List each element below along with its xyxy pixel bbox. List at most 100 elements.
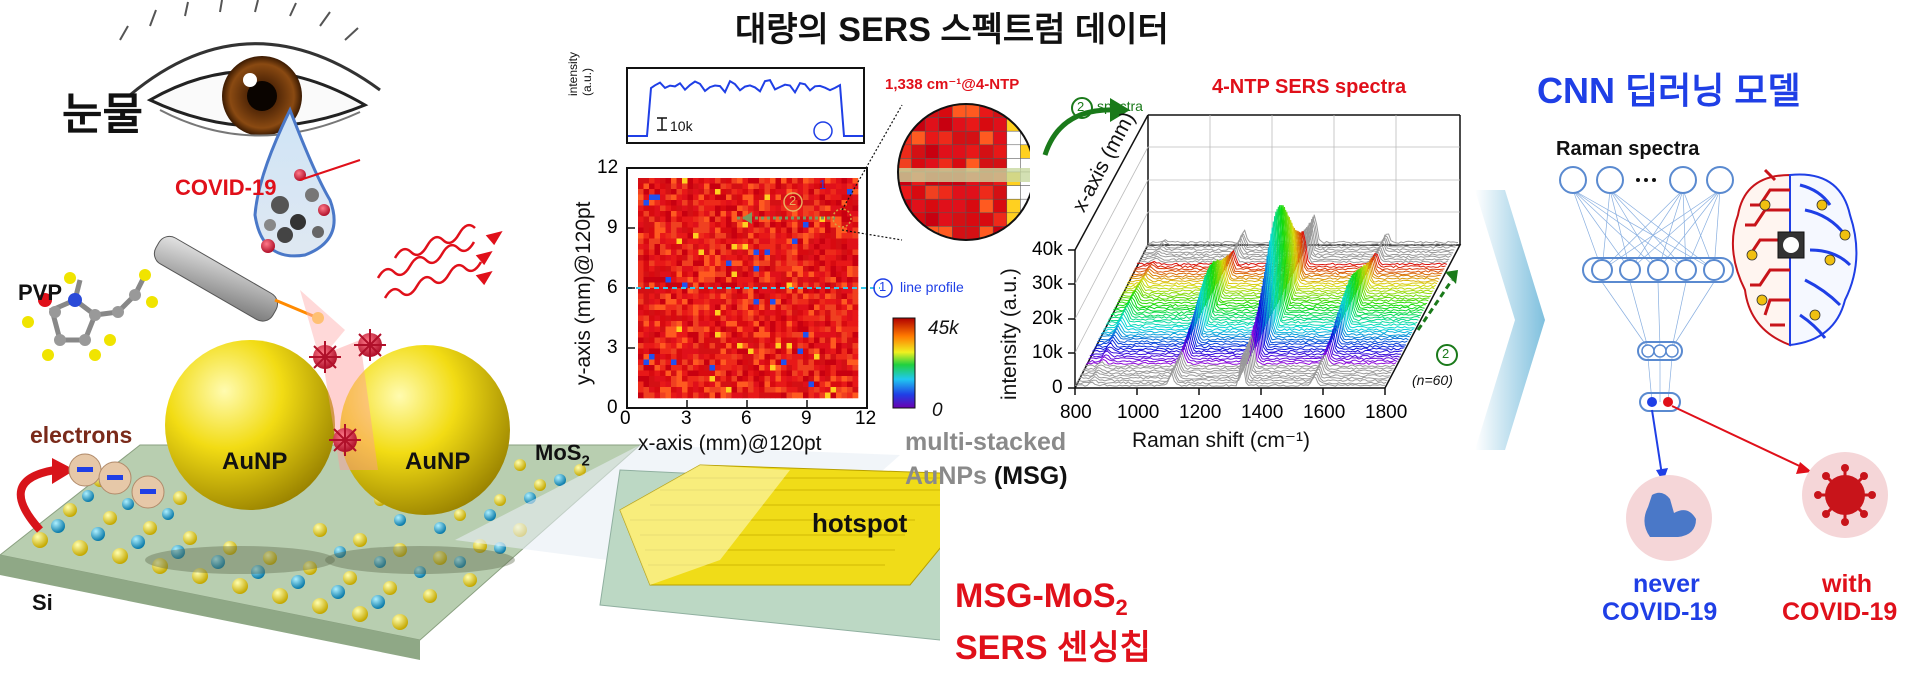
heatmap-cell — [759, 266, 765, 272]
heatmap-cell — [731, 277, 738, 283]
heatmap-cell — [792, 233, 798, 239]
heatmap-cell — [649, 310, 655, 316]
heatmap-cell — [748, 227, 754, 234]
heatmap-cell — [764, 233, 771, 239]
heatmap-cell — [715, 337, 721, 344]
heatmap-xtick: 9 — [801, 408, 812, 429]
heatmap-cell — [753, 200, 760, 206]
heatmap-cell — [781, 376, 787, 382]
heatmap-cell — [693, 354, 699, 360]
heatmap-cell — [709, 310, 716, 316]
heatmap-cell — [770, 189, 776, 195]
heatmap-cell — [753, 288, 760, 294]
heatmap-cell — [781, 205, 787, 212]
heatmap-cell — [759, 238, 765, 245]
heatmap-cell — [709, 370, 716, 377]
heatmap-cell — [808, 332, 815, 338]
heatmap-cell — [704, 194, 710, 201]
heatmap-cell — [797, 359, 804, 366]
heatmap-cell — [737, 304, 743, 311]
heatmap-cell — [709, 238, 716, 245]
heatmap-cell — [737, 244, 743, 250]
heatmap-cell — [704, 178, 710, 184]
heatmap-cell — [649, 387, 655, 393]
heatmap-cell — [682, 244, 688, 250]
heatmap-cell — [693, 288, 699, 294]
heatmap-cell — [841, 326, 848, 333]
heatmap-cell — [704, 321, 710, 327]
heatmap-cell — [825, 392, 831, 399]
heatmap-cell — [808, 244, 815, 250]
heatmap-cell — [786, 326, 793, 333]
heatmap-cell — [731, 189, 738, 195]
heatmap-cell — [825, 326, 831, 333]
heatmap-cell — [654, 233, 661, 239]
heatmap-cell — [759, 370, 765, 377]
heatmap-cell — [814, 354, 820, 360]
heatmap-cell — [803, 376, 809, 382]
heatmap-cell — [693, 392, 699, 399]
zoom-cell — [924, 130, 940, 146]
heatmap-cell — [720, 200, 727, 206]
heatmap-cell — [748, 310, 754, 316]
msg-chip — [455, 445, 940, 641]
heatmap-cell — [781, 304, 787, 311]
heatmap-cell — [726, 343, 732, 349]
heatmap-cell — [671, 211, 677, 217]
heatmap-cell — [803, 332, 809, 338]
heatmap-cell — [808, 282, 815, 289]
heatmap-cell — [665, 260, 672, 267]
heatmap-cell — [819, 381, 826, 388]
heatmap-cell — [797, 266, 804, 272]
heatmap-cell — [720, 255, 727, 261]
heatmap-cell — [649, 238, 655, 245]
heatmap-cell — [654, 244, 661, 250]
heatmap-cell — [665, 244, 672, 250]
heatmap-cell — [726, 222, 732, 228]
heatmap-cell — [748, 178, 754, 184]
heatmap-cell — [792, 343, 798, 349]
heatmap-cell — [792, 370, 798, 377]
heatmap-cell — [847, 376, 853, 382]
heatmap-cell — [671, 233, 677, 239]
heatmap-cell — [748, 222, 754, 228]
heatmap-cell — [742, 365, 749, 371]
heatmap-cell — [682, 370, 688, 377]
si-label: Si — [32, 590, 53, 615]
heatmap-cell — [682, 255, 688, 261]
heatmap-cell — [803, 282, 809, 289]
heatmap-cell — [814, 222, 820, 228]
heatmap-cell — [704, 238, 710, 245]
heatmap-cell — [781, 282, 787, 289]
heatmap-cell — [847, 255, 853, 261]
heatmap-cell — [786, 178, 793, 184]
heatmap-cell — [775, 370, 782, 377]
heatmap-cell — [643, 282, 650, 289]
cnn-input-label: Raman spectra — [1556, 138, 1700, 160]
heatmap-cell — [682, 293, 688, 300]
heatmap-cell — [775, 244, 782, 250]
heatmap-cell — [847, 260, 853, 267]
heatmap-cell — [687, 238, 694, 245]
heatmap-cell — [682, 183, 688, 190]
heatmap-cell — [808, 222, 815, 228]
heatmap-cell — [786, 282, 793, 289]
heatmap-cell — [693, 260, 699, 267]
heatmap-cell — [814, 211, 820, 217]
heatmap-cell — [726, 277, 732, 283]
heatmap-cell — [759, 200, 765, 206]
heatmap-cell — [737, 233, 743, 239]
heatmap-cell — [748, 255, 754, 261]
zoom-cell — [911, 144, 926, 159]
heatmap-cell — [715, 376, 721, 382]
heatmap-cell — [731, 194, 738, 201]
heatmap-cell — [660, 288, 666, 294]
heatmap-cell — [654, 277, 661, 283]
heatmap-cell — [792, 392, 798, 399]
heatmap-cell — [638, 205, 644, 212]
heatmap-cell — [698, 299, 705, 305]
heatmap-cell — [836, 332, 842, 338]
heatmap-cell — [720, 183, 727, 190]
heatmap-cell — [841, 337, 848, 344]
heatmap-cell — [847, 370, 853, 377]
